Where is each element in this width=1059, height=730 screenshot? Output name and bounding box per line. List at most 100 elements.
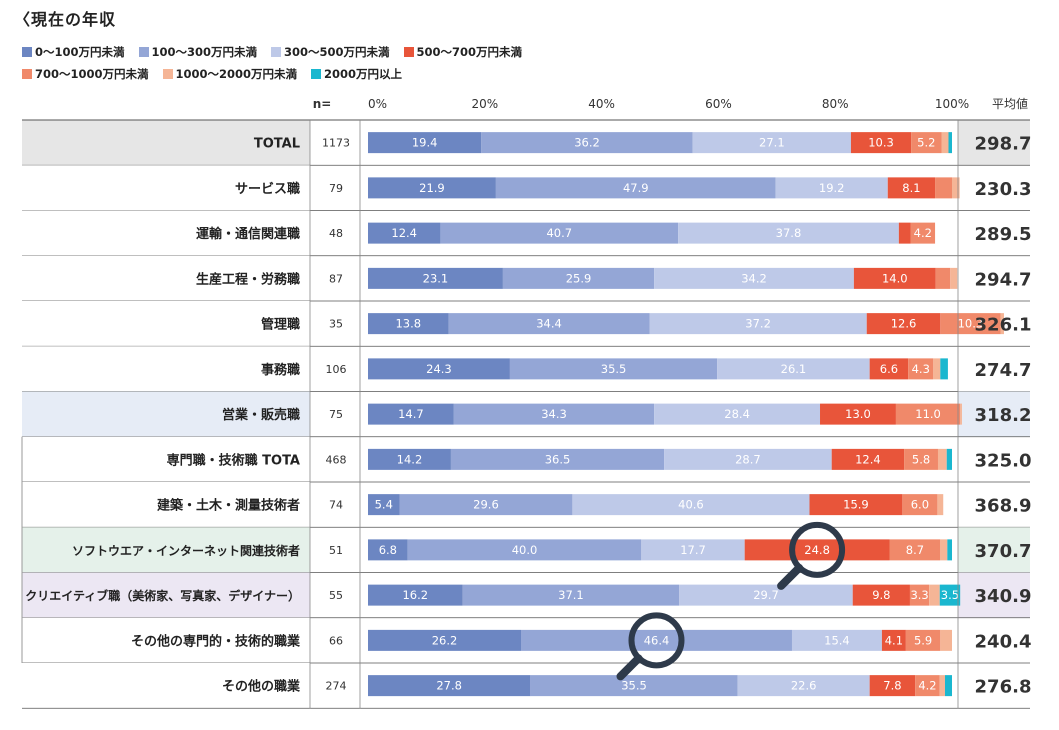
bar-value-label: 5.8 — [912, 452, 930, 466]
row-avg-bg — [958, 120, 1030, 166]
bar-segment — [737, 675, 870, 697]
chart-title: 〈現在の年収 — [14, 10, 117, 29]
legend-swatch — [138, 47, 149, 57]
avg-header: 平均値 — [992, 96, 1028, 111]
bar-segment — [481, 132, 693, 154]
bar-segment — [852, 584, 910, 606]
legend-label: 300～500万円未満 — [284, 45, 390, 59]
legend-label: 2000万円以上 — [324, 67, 403, 81]
bar-segment — [946, 448, 952, 470]
row-n-value: 75 — [329, 408, 343, 421]
row-label-bg — [22, 165, 310, 211]
row-label: 事務職 — [261, 362, 300, 378]
bar-segment — [952, 177, 960, 199]
bar-segment — [960, 403, 962, 425]
bar-segment — [898, 222, 911, 244]
bar-value-label: 9.8 — [872, 588, 890, 602]
bar-value-label: 40.0 — [512, 543, 538, 557]
x-tick-label: 40% — [588, 97, 615, 111]
bar-value-label: 46.4 — [644, 633, 670, 647]
bar-segment — [915, 675, 940, 697]
bar-value-label: 12.6 — [891, 317, 917, 331]
row-avg-bg — [958, 572, 1030, 618]
row-avg-value: 240.4 — [975, 631, 1032, 652]
bar-segment — [664, 448, 832, 470]
bar-value-label: 24.8 — [804, 543, 830, 557]
bar-segment — [820, 403, 896, 425]
bar-value-label: 4.1 — [885, 633, 903, 647]
bar-segment — [866, 313, 941, 335]
bar-segment — [809, 494, 903, 516]
bar-segment — [902, 494, 938, 516]
row-n-value: 66 — [329, 634, 343, 647]
bar-segment — [869, 675, 916, 697]
row-label: 営業・販売職 — [222, 407, 300, 423]
bar-value-label: 4.3 — [912, 362, 930, 376]
bar-value-label: 12.4 — [855, 452, 881, 466]
bar-segment — [940, 358, 948, 380]
row-label-bg — [22, 663, 310, 709]
row-n-value: 79 — [329, 182, 343, 195]
row-n-value: 55 — [329, 589, 343, 602]
row-n-value: 274 — [326, 680, 347, 693]
bar-value-label: 5.2 — [917, 136, 935, 150]
bar-segment — [881, 629, 906, 651]
row-avg-value: 325.0 — [975, 450, 1032, 471]
bar-segment — [895, 403, 961, 425]
bar-segment — [939, 584, 961, 606]
legend-swatch — [22, 47, 32, 57]
row-label: 生産工程・労務職 — [196, 271, 300, 287]
bar-segment — [939, 675, 945, 697]
n-header: n= — [313, 97, 332, 111]
bar-segment — [654, 403, 821, 425]
bar-value-label: 23.1 — [423, 271, 449, 285]
bar-segment — [450, 448, 665, 470]
row-avg-value: 326.1 — [975, 315, 1032, 336]
bar-segment — [462, 584, 680, 606]
bar-segment — [910, 222, 936, 244]
bar-segment — [929, 584, 940, 606]
legend-item: 700～1000万円未満 — [22, 66, 149, 82]
bar-value-label: 10.3 — [868, 136, 894, 150]
row-label-bg — [22, 255, 310, 301]
bar-segment — [869, 358, 909, 380]
bar-segment — [678, 222, 899, 244]
bar-value-label: 25.9 — [566, 271, 592, 285]
bar-value-label: 35.5 — [621, 679, 647, 693]
row-label: ソフトウエア・インターネット関連技術者 — [72, 543, 300, 558]
bar-value-label: 28.4 — [724, 407, 750, 421]
row-label-bg — [22, 210, 310, 256]
row-avg-bg — [958, 391, 1030, 437]
legend-swatch — [22, 69, 32, 79]
legend-swatch — [162, 69, 173, 79]
bar-segment — [448, 313, 650, 335]
legend-item: 1000～2000万円未満 — [162, 66, 297, 82]
legend-item: 300～500万円未満 — [271, 44, 390, 60]
row-label-bg — [22, 527, 310, 573]
row-avg-value: 370.7 — [975, 541, 1032, 562]
legend-item: 2000万円以上 — [311, 66, 402, 82]
bar-segment — [889, 539, 941, 561]
row-label-bg — [22, 436, 310, 482]
bar-segment — [407, 539, 642, 561]
bar-value-label: 34.2 — [741, 271, 767, 285]
row-label: サービス職 — [235, 181, 300, 197]
bar-value-label: 6.6 — [880, 362, 898, 376]
bar-segment — [641, 539, 745, 561]
bar-value-label: 22.6 — [791, 679, 817, 693]
bar-value-label: 8.7 — [906, 543, 924, 557]
row-n-value: 106 — [326, 363, 347, 376]
row-label-bg — [22, 572, 310, 618]
bar-value-label: 47.9 — [623, 181, 649, 195]
bar-value-label: 24.3 — [426, 362, 452, 376]
bar-segment — [850, 132, 912, 154]
bar-segment — [572, 494, 810, 516]
row-label-bg — [22, 617, 310, 663]
bar-value-label: 6.0 — [911, 498, 929, 512]
row-avg-value: 289.5 — [975, 224, 1032, 245]
legend-item: 100～300万円未満 — [138, 44, 257, 60]
row-label: クリエイティブ職（美術家、写真家、デザイナー） — [25, 588, 300, 603]
magnifier-icon — [616, 612, 685, 681]
bar-segment — [1000, 313, 1004, 335]
row-label: TOTAL — [254, 137, 300, 152]
